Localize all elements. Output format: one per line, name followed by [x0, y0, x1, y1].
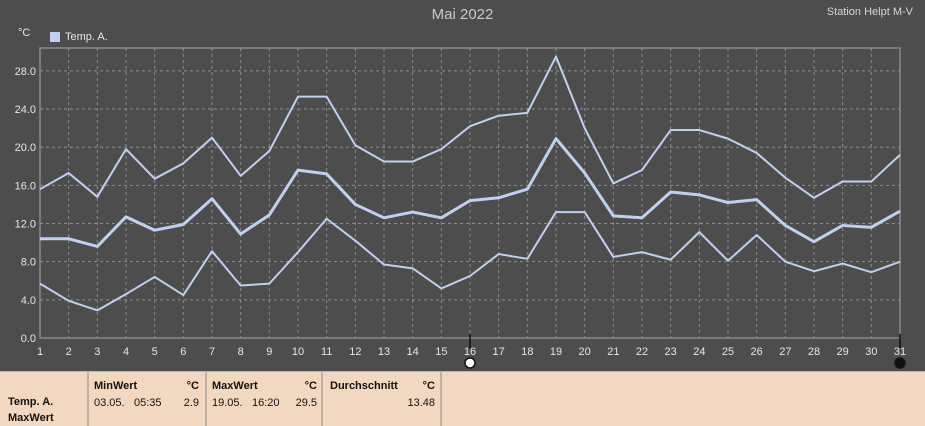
- x-tick-label: 22: [636, 346, 648, 358]
- x-tick-label: 18: [521, 346, 533, 358]
- x-tick-label: 23: [665, 346, 677, 358]
- stats-divider: [440, 372, 442, 426]
- stats-max-unit: °C: [304, 380, 317, 392]
- x-tick-label: 6: [180, 346, 186, 358]
- x-tick-label: 28: [808, 346, 820, 358]
- stats-divider: [87, 372, 89, 426]
- day-marker-filled-circle: [894, 357, 906, 369]
- stats-max-value: 29.5: [295, 397, 317, 409]
- series-line-avg: [40, 137, 901, 248]
- x-tick-label: 9: [266, 346, 272, 358]
- stats-max-date: 19.05.: [212, 397, 243, 409]
- stats-max-cell: MaxWert °C 19.05. 16:20 29.5: [207, 372, 321, 426]
- y-tick-label: 28.0: [15, 66, 36, 78]
- stats-avg-header: Durchschnitt: [330, 380, 398, 392]
- y-tick-label: 16.0: [15, 180, 36, 192]
- x-tick-label: 15: [435, 346, 447, 358]
- x-tick-label: 3: [94, 346, 100, 358]
- y-unit-label: °C: [18, 27, 31, 39]
- y-tick-label: 4.0: [21, 295, 36, 307]
- x-tick-label: 14: [407, 346, 419, 358]
- series-line-max: [39, 55, 901, 199]
- x-tick-label: 1: [37, 346, 43, 358]
- x-tick-label: 10: [292, 346, 304, 358]
- stats-avg-unit: °C: [422, 380, 435, 392]
- x-tick-label: 26: [751, 346, 763, 358]
- chart-title: Mai 2022: [431, 6, 494, 23]
- x-tick-label: 16: [464, 346, 476, 358]
- x-tick-label: 20: [579, 346, 591, 358]
- stats-series-cell: Temp. A. MaxWert: [8, 372, 88, 426]
- legend-label: Temp. A.: [65, 31, 108, 43]
- x-tick-label: 2: [66, 346, 72, 358]
- x-tick-label: 8: [238, 346, 244, 358]
- station-label: Station Helpt M-V: [826, 6, 913, 18]
- stats-min-header: MinWert: [94, 380, 138, 392]
- stats-min-date: 03.05.: [94, 397, 125, 409]
- x-tick-label: 13: [378, 346, 390, 358]
- chart-plot: 0.04.08.012.016.020.024.028.01 2 3 4 5 6 7 8 9 10…: [15, 47, 906, 369]
- y-tick-label: 12.0: [15, 219, 36, 231]
- stats-max-time: 16:20: [252, 397, 280, 409]
- x-tick-label: 7: [209, 346, 215, 358]
- x-tick-label: 5: [152, 346, 158, 358]
- stats-min-time: 05:35: [134, 397, 162, 409]
- stats-row-label: MaxWert: [8, 412, 54, 424]
- x-tick-label: 30: [865, 346, 877, 358]
- stats-avg-cell: Durchschnitt °C 13.48: [323, 372, 440, 426]
- x-tick-label: 29: [837, 346, 849, 358]
- x-tick-label: 24: [693, 346, 705, 358]
- stats-min-cell: MinWert °C 03.05. 05:35 2.9: [89, 372, 205, 426]
- x-tick-label: 19: [550, 346, 562, 358]
- x-tick-label: 12: [349, 346, 361, 358]
- stats-avg-value: 13.48: [407, 397, 435, 409]
- series-line-min: [39, 211, 901, 312]
- legend: Temp. A.: [50, 31, 108, 43]
- stats-min-value: 2.9: [183, 397, 199, 409]
- x-tick-label: 25: [722, 346, 734, 358]
- y-tick-label: 20.0: [15, 142, 36, 154]
- x-tick-label: 17: [493, 346, 505, 358]
- y-tick-label: 24.0: [15, 104, 36, 116]
- stats-series-label: Temp. A.: [8, 396, 54, 408]
- x-tick-label: 27: [779, 346, 791, 358]
- x-tick-label: 31: [894, 346, 906, 358]
- stats-bar: Temp. A. MaxWert MinWert °C 03.05. 05:35…: [0, 371, 925, 426]
- x-tick-label: 4: [123, 346, 129, 358]
- stats-divider: [321, 372, 323, 426]
- day-marker-open-circle: [464, 357, 476, 369]
- x-tick-label: 21: [607, 346, 619, 358]
- stats-divider: [205, 372, 207, 426]
- y-tick-label: 0.0: [21, 333, 36, 345]
- stats-min-unit: °C: [186, 380, 199, 392]
- y-tick-label: 8.0: [21, 257, 36, 269]
- legend-swatch: [50, 32, 60, 42]
- x-tick-label: 11: [321, 346, 332, 358]
- stats-max-header: MaxWert: [212, 380, 258, 392]
- chart-area: Mai 2022 Station Helpt M-V °C Temp. A. 0…: [14, 6, 913, 369]
